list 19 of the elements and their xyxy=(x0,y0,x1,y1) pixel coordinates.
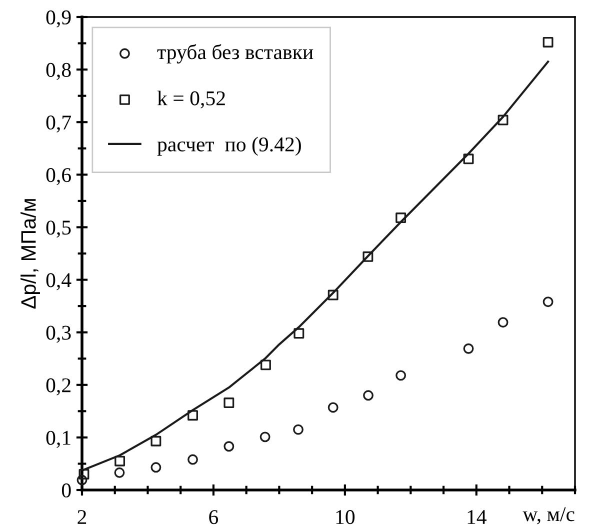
y-tick-label: 0,8 xyxy=(46,62,71,80)
legend-label: труба без вставки xyxy=(157,44,314,64)
y-tick-label: 0,4 xyxy=(46,273,72,290)
x-tick-label: 2 xyxy=(78,510,86,524)
y-tick-label: 0,7 xyxy=(46,115,71,133)
y-tick-label: 0,3 xyxy=(46,326,71,343)
legend-label: k = 0,52 xyxy=(157,90,225,108)
x-tick-label: 10 xyxy=(336,510,355,524)
legend-label: расчет по (9.42) xyxy=(157,136,301,156)
y-tick-label: 0,5 xyxy=(46,220,71,238)
y-tick-label: 0,1 xyxy=(46,430,70,448)
x-axis-title: w, м/с xyxy=(522,507,574,524)
x-tick-label: 14 xyxy=(468,510,486,524)
y-tick-label: 0,9 xyxy=(46,10,71,28)
y-axis-title: Δp/l, МПа/м xyxy=(20,199,40,309)
y-tick-label: 0 xyxy=(62,483,71,498)
y-tick-label: 0,6 xyxy=(46,168,71,186)
y-tick-label: 0,2 xyxy=(46,378,70,396)
x-tick-label: 6 xyxy=(209,510,218,524)
